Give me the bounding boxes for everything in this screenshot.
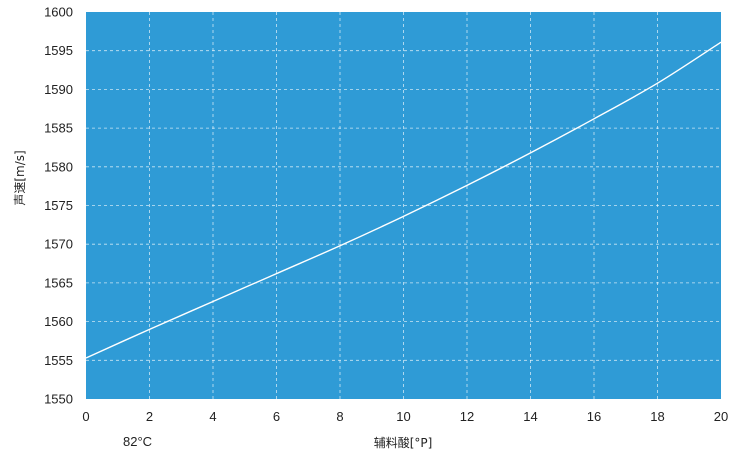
y-tick-label: 1570 bbox=[44, 237, 73, 252]
x-tick-label: 0 bbox=[82, 409, 89, 424]
series-layer bbox=[85, 41, 722, 359]
x-tick-label: 10 bbox=[396, 409, 410, 424]
y-tick-label: 1585 bbox=[44, 121, 73, 136]
grid bbox=[86, 12, 721, 399]
x-tick-label: 2 bbox=[146, 409, 153, 424]
x-axis-ticks: 0 2 4 6 8 10 12 14 16 18 20 bbox=[82, 409, 728, 424]
x-tick-label: 18 bbox=[650, 409, 664, 424]
y-tick-label: 1565 bbox=[44, 275, 73, 290]
x-tick-label: 16 bbox=[587, 409, 601, 424]
series-line bbox=[85, 41, 722, 359]
y-tick-label: 1575 bbox=[44, 198, 73, 213]
y-tick-label: 1590 bbox=[44, 82, 73, 97]
x-tick-label: 12 bbox=[460, 409, 474, 424]
x-axis-label: 辅料酸[°P] bbox=[374, 435, 433, 450]
y-axis-ticks: 1550 1555 1560 1565 1570 1575 1580 1585 1590 1595… bbox=[44, 5, 73, 407]
y-axis-label: 声速[m/s] bbox=[13, 150, 27, 205]
temperature-annotation: 82°C bbox=[123, 434, 152, 449]
x-tick-label: 14 bbox=[523, 409, 537, 424]
y-tick-label: 1560 bbox=[44, 314, 73, 329]
x-tick-label: 6 bbox=[273, 409, 280, 424]
y-tick-label: 1595 bbox=[44, 43, 73, 58]
x-tick-label: 20 bbox=[714, 409, 728, 424]
y-tick-label: 1580 bbox=[44, 159, 73, 174]
y-tick-label: 1555 bbox=[44, 353, 73, 368]
x-tick-label: 4 bbox=[209, 409, 216, 424]
x-tick-label: 8 bbox=[336, 409, 343, 424]
y-tick-label: 1600 bbox=[44, 5, 73, 20]
y-tick-label: 1550 bbox=[44, 392, 73, 407]
